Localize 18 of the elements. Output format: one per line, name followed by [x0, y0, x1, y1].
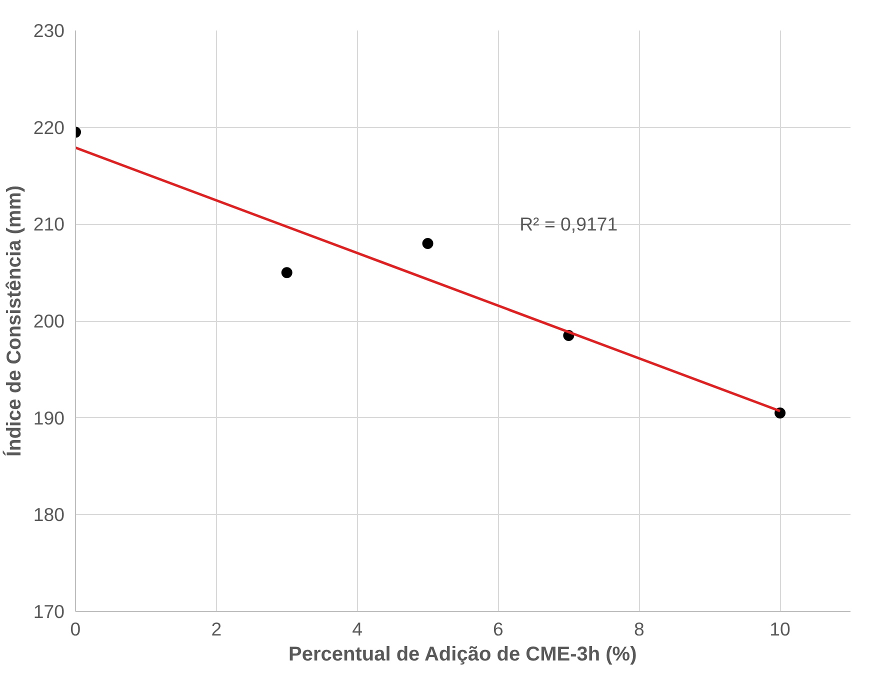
x-tick-label: 10	[770, 618, 790, 640]
point	[422, 238, 434, 250]
x-axis-title: Percentual de Adição de CME-3h (%)	[288, 644, 637, 666]
x-tick-label: 4	[352, 618, 363, 640]
x-tick-label: 0	[70, 618, 81, 640]
y-tick-label: 210	[33, 214, 65, 235]
y-axis-title: Índice de Consistência (mm)	[2, 185, 26, 457]
annotation: R² = 0,9171	[520, 213, 618, 234]
x-tick-label: 2	[211, 618, 222, 640]
y-tick-label: 190	[33, 407, 65, 428]
y-tick-label: 200	[33, 310, 65, 332]
y-tick-label: 230	[33, 20, 65, 41]
y-tick-label: 220	[33, 116, 65, 138]
x-tick-label: 8	[634, 618, 644, 640]
y-tick-label: 180	[33, 504, 65, 526]
point	[281, 267, 292, 278]
x-tick-label: 6	[493, 618, 504, 640]
y-tick-label: 170	[33, 601, 65, 622]
